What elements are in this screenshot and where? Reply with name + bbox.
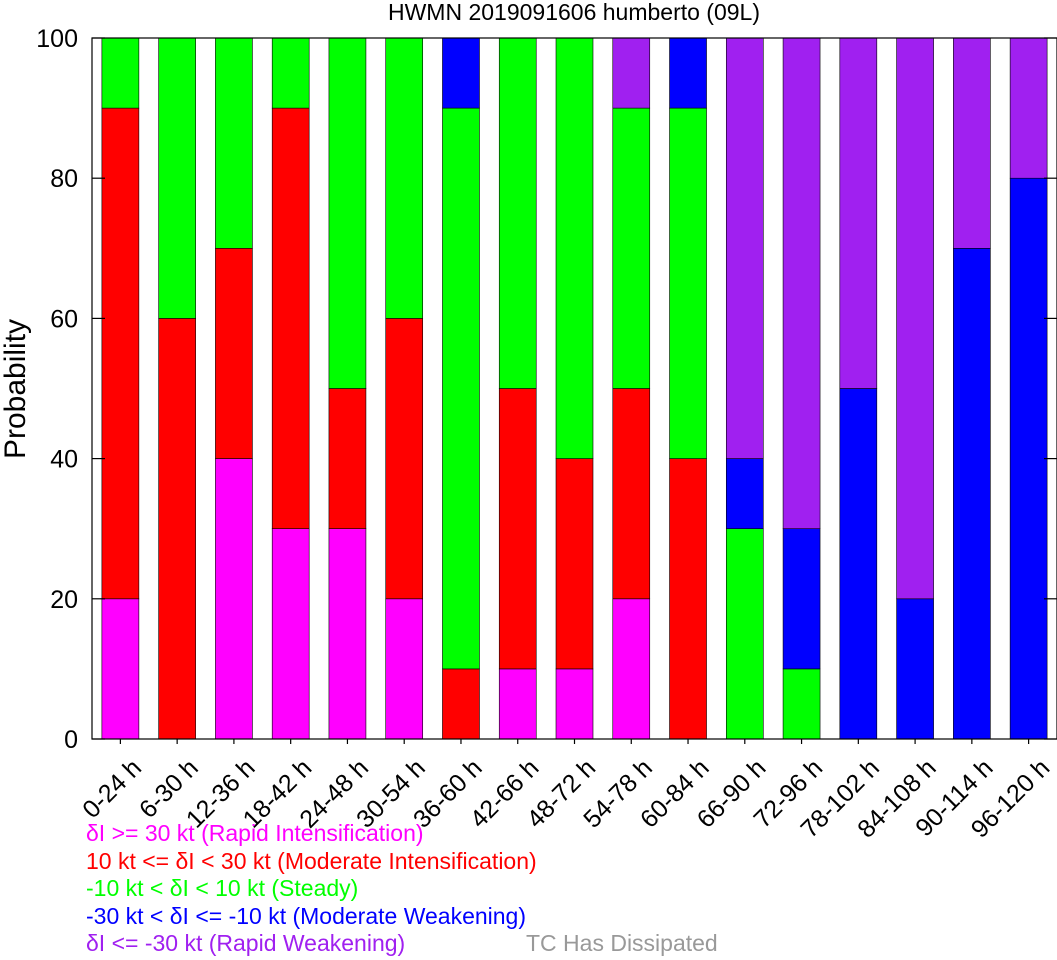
- bar-segment-st-4: [328, 37, 367, 389]
- bar-segment-st-10: [669, 107, 707, 459]
- bar-segment-mi-7: [498, 388, 537, 670]
- y-axis: 0 20 40 60 80 100: [36, 25, 1057, 754]
- bar-segment-st-6: [442, 107, 480, 670]
- bar-segment-rw-11: [725, 37, 764, 459]
- bar-segment-mi-4: [328, 388, 367, 529]
- bar-segment-st-5: [385, 37, 424, 319]
- bar-segment-rw-9: [612, 37, 651, 109]
- chart-title: HWMN 2019091606 humberto (09L): [388, 0, 760, 25]
- y-tick-label: 0: [64, 726, 78, 754]
- bar-segment-mi-3: [271, 107, 310, 530]
- bar-segment-ri-2: [215, 458, 253, 740]
- bar-segment-st-8: [555, 37, 594, 459]
- bar-segment-mw-16: [1009, 177, 1048, 740]
- bars-group: [101, 37, 1048, 740]
- bar-segment-mi-1: [158, 318, 196, 740]
- bar-segment-ri-7: [498, 668, 537, 740]
- bar-segment-st-3: [271, 37, 310, 109]
- legend-entry-moderate-intensification: 10 kt <= δI < 30 kt (Moderate Intensific…: [86, 847, 537, 874]
- bar-segment-mw-11: [725, 458, 764, 530]
- bar-segment-ri-3: [271, 528, 310, 740]
- bar-segment-ri-0: [101, 598, 140, 740]
- bar-segment-rw-13: [839, 37, 878, 389]
- bar-segment-mi-6: [442, 668, 480, 740]
- legend-entry-moderate-weakening: -30 kt < δI <= -10 kt (Moderate Weakenin…: [86, 902, 527, 929]
- bar-segment-st-2: [215, 37, 253, 249]
- legend-entry-rapid-weakening: δI <= -30 kt (Rapid Weakening): [86, 930, 406, 956]
- x-tick-label: 0-24 h: [77, 754, 147, 824]
- bar-segment-rw-15: [953, 37, 991, 249]
- bar-segment-mi-5: [385, 318, 424, 600]
- bar-segment-mi-0: [101, 107, 140, 600]
- bar-segment-rw-16: [1009, 37, 1048, 179]
- bar-segment-ri-4: [328, 528, 367, 740]
- bar-segment-rw-14: [896, 37, 934, 600]
- legend: δI >= 30 kt (Rapid Intensification) 10 k…: [86, 820, 986, 958]
- bar-segment-mw-6: [442, 37, 480, 109]
- bar-segment-mw-12: [782, 528, 821, 670]
- y-tick-label: 20: [50, 586, 78, 614]
- bar-segment-st-0: [101, 37, 140, 109]
- plot-frame: [91, 37, 1057, 740]
- bar-segment-mi-2: [215, 248, 253, 459]
- legend-entry-rapid-intensification: δI >= 30 kt (Rapid Intensification): [86, 820, 424, 846]
- bar-segment-st-1: [158, 37, 196, 319]
- bar-segment-rw-12: [782, 37, 821, 530]
- bar-segment-mw-14: [896, 598, 934, 740]
- y-tick-label: 60: [50, 305, 78, 333]
- bar-segment-mi-8: [555, 458, 594, 670]
- bar-segment-st-7: [498, 37, 537, 389]
- bar-segment-ri-5: [385, 598, 424, 740]
- bar-segment-ri-9: [612, 598, 651, 740]
- bar-segment-st-9: [612, 107, 651, 389]
- bar-segment-mw-13: [839, 388, 878, 740]
- bar-segment-st-11: [725, 528, 764, 740]
- bar-segment-mi-10: [669, 458, 707, 740]
- y-tick-label: 40: [50, 446, 78, 474]
- bar-segment-mi-9: [612, 388, 651, 600]
- bar-segment-mw-15: [953, 248, 991, 740]
- legend-entry-tc-dissipated: TC Has Dissipated: [526, 930, 718, 956]
- y-tick-label: 100: [36, 25, 78, 53]
- legend-entry-steady: -10 kt < δI < 10 kt (Steady): [86, 875, 359, 901]
- bar-segment-mw-10: [669, 37, 707, 109]
- y-axis-label: Probability: [0, 319, 32, 459]
- y-tick-label: 80: [50, 165, 78, 193]
- bar-segment-st-12: [782, 668, 821, 740]
- bar-segment-ri-8: [555, 668, 594, 740]
